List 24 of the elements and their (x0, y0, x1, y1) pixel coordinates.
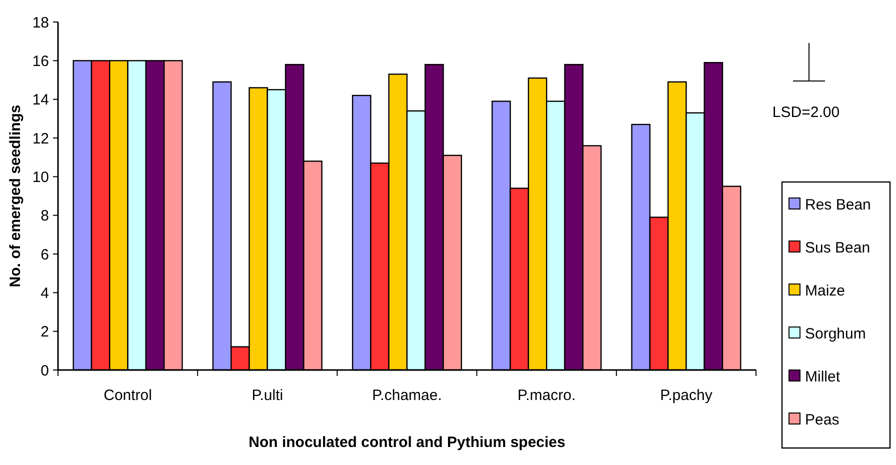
y-tick-label: 4 (40, 284, 49, 302)
y-tick-label: 12 (32, 130, 49, 148)
y-tick-label: 16 (32, 52, 49, 70)
x-tick-label: P.pachy (660, 387, 713, 404)
x-tick-label: P.macro. (518, 387, 576, 404)
y-tick-label: 14 (32, 92, 49, 109)
y-tick-label: 6 (40, 246, 49, 264)
y-axis-title: No. of emerged seedlings (7, 104, 24, 288)
legend-label: Maize (805, 282, 846, 300)
x-axis-title: Non inoculated control and Pythium species (248, 434, 566, 451)
y-tick-label: 10 (32, 168, 49, 186)
legend-label: Sus Bean (805, 239, 870, 256)
x-tick-label: Control (104, 387, 152, 404)
x-tick-label: P.ulti (252, 387, 284, 404)
y-tick-label: 2 (40, 324, 49, 341)
y-tick-label: 0 (40, 362, 49, 380)
legend-label: Millet (805, 368, 841, 386)
legend-label: Res Bean (805, 196, 871, 214)
y-tick-label: 8 (40, 208, 49, 225)
x-tick-label: P.chamae. (372, 387, 442, 404)
legend-label: Sorghum (805, 325, 866, 342)
legend-label: Peas (805, 411, 840, 428)
text: LSD=2.00 (772, 104, 840, 121)
y-tick-label: 18 (32, 14, 49, 32)
